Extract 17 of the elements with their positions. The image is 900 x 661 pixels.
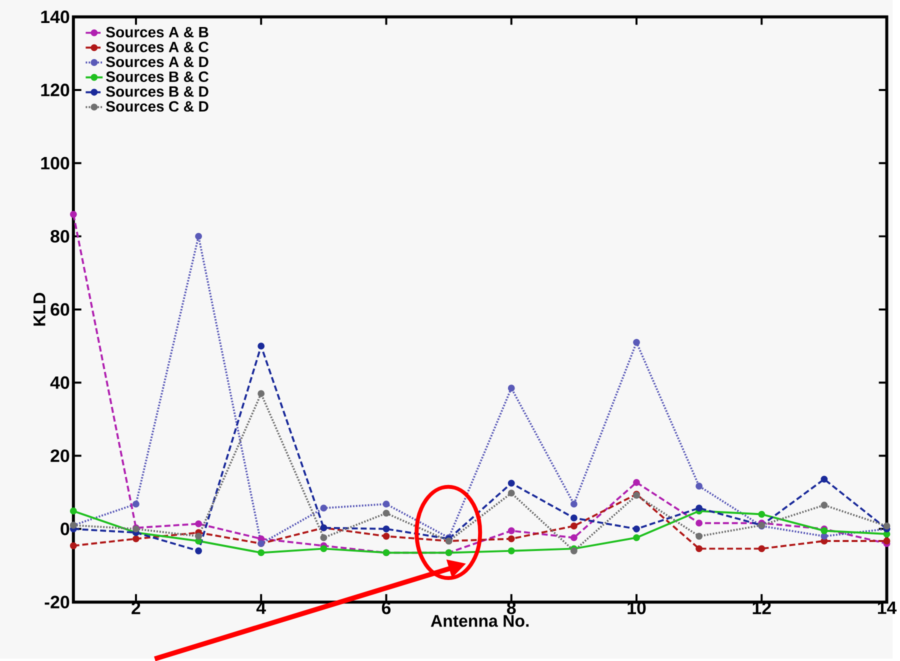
- y-tick-label: -20: [44, 596, 70, 608]
- legend-label: Sources B & D: [106, 86, 208, 97]
- legend-label: Sources B & C: [106, 71, 209, 82]
- legend-label: Sources A & C: [106, 42, 209, 52]
- legend-label: Sources A & B: [106, 26, 208, 38]
- y-tick-label: 140: [41, 10, 70, 24]
- legend-label: Sources C & D: [106, 100, 208, 112]
- y-tick-label: 120: [41, 84, 70, 96]
- y-tick-label: 20: [50, 449, 70, 462]
- y-tick-label: 80: [50, 230, 70, 242]
- legend-label: Sources A & D: [106, 56, 208, 67]
- y-axis-title: KLD: [34, 292, 46, 326]
- y-tick-label: 0: [60, 522, 70, 536]
- y-tick-label: 40: [50, 376, 70, 389]
- x-axis-title: Antenna No.: [430, 614, 529, 627]
- y-tick-label: 100: [41, 156, 70, 170]
- y-tick-label: 60: [50, 302, 70, 316]
